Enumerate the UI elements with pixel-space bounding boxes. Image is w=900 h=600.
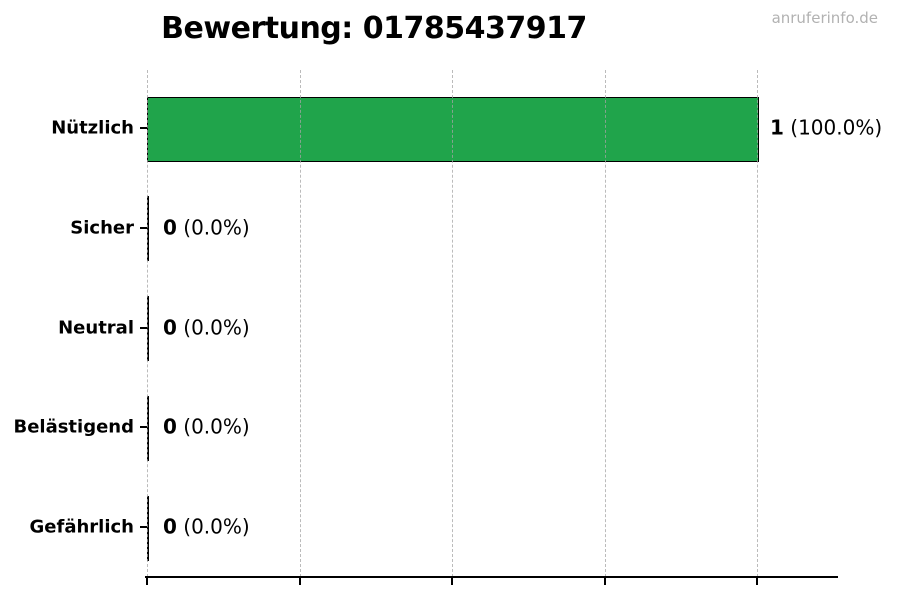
category-label: Nützlich <box>51 117 134 139</box>
value-percent: (0.0%) <box>176 215 250 240</box>
gridline <box>757 70 758 577</box>
x-axis-tick <box>756 577 758 585</box>
y-axis-tick <box>140 226 148 229</box>
category-label: Belästigend <box>13 416 134 438</box>
value-label: 0 (0.0%) <box>163 415 250 439</box>
y-axis-tick <box>140 526 148 528</box>
value-percent: (100.0%) <box>783 115 883 140</box>
category-label: Neutral <box>58 317 134 338</box>
gridline <box>147 70 148 577</box>
value-label: 0 (0.0%) <box>163 215 250 239</box>
category-label: Gefährlich <box>29 516 134 538</box>
category-label: Sicher <box>70 217 134 239</box>
value-label: 0 (0.0%) <box>163 315 250 339</box>
x-axis-tick <box>451 577 453 585</box>
value-percent: (0.0%) <box>176 514 250 539</box>
value-percent: (0.0%) <box>176 414 250 439</box>
value-count: 0 <box>163 414 177 439</box>
gridline <box>452 70 453 577</box>
value-label: 1 (100.0%) <box>770 116 882 140</box>
x-axis-tick <box>146 577 148 585</box>
gridline <box>299 70 301 577</box>
chart-title: Bewertung: 01785437917 <box>161 11 587 46</box>
value-label: 0 (0.0%) <box>163 515 250 539</box>
watermark-anruferinfo: anruferinfo.de <box>771 9 878 27</box>
x-axis-tick <box>603 577 606 585</box>
gridline <box>604 70 606 577</box>
bar-ntzlich <box>147 96 759 162</box>
y-axis-tick <box>140 426 148 429</box>
value-count: 1 <box>770 115 784 140</box>
x-axis-tick <box>298 577 301 585</box>
x-axis-line <box>145 576 838 578</box>
y-axis-tick <box>140 127 148 129</box>
y-axis-tick <box>140 326 148 329</box>
value-count: 0 <box>163 514 177 539</box>
value-count: 0 <box>163 215 177 240</box>
value-count: 0 <box>163 315 177 340</box>
value-percent: (0.0%) <box>176 315 250 340</box>
